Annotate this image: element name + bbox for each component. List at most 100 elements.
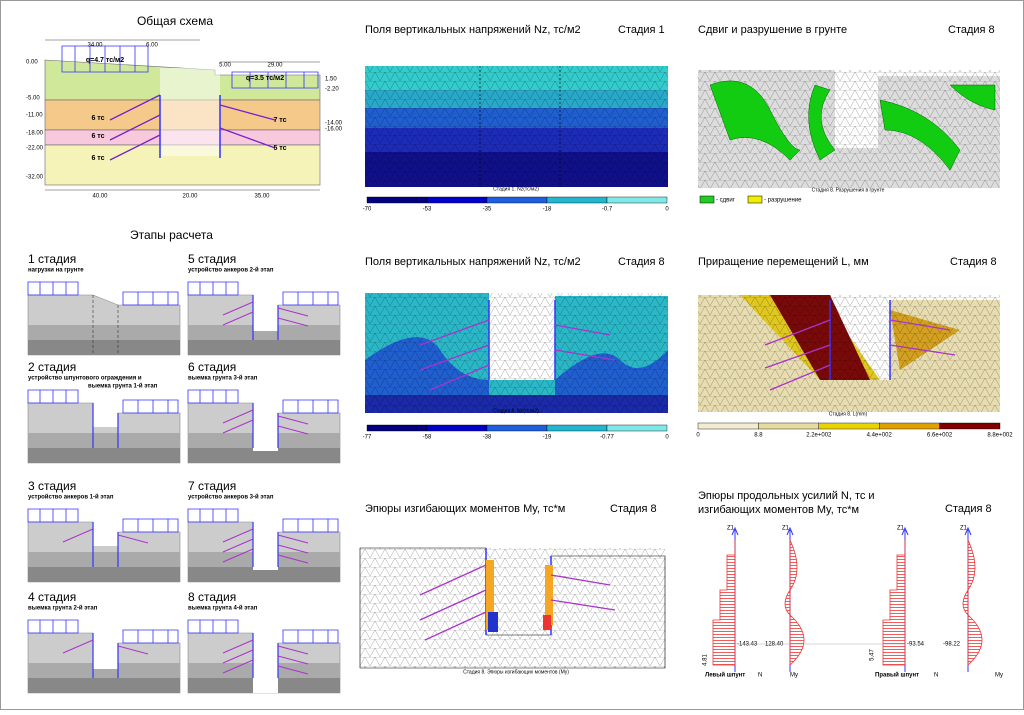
shape	[188, 567, 340, 582]
label: выемка грунта 3-й этап	[188, 375, 258, 382]
shape	[488, 300, 556, 380]
shape	[606, 424, 668, 432]
shape	[419, 564, 616, 641]
shape	[786, 526, 794, 536]
shape	[27, 281, 179, 306]
label: 8.8	[754, 433, 763, 439]
label: 5 тс	[273, 145, 286, 152]
label: 6 стадия	[188, 360, 236, 374]
shape	[253, 295, 278, 331]
label: -53	[423, 207, 432, 213]
shape	[109, 94, 276, 161]
shape	[28, 433, 180, 448]
label: устройство анкеров 1-й этап	[28, 494, 114, 501]
label: 1 стадия	[28, 252, 76, 266]
shape	[764, 319, 956, 391]
label: -5.00	[26, 96, 40, 102]
shape	[479, 66, 561, 187]
label: 6.00	[146, 43, 158, 49]
label: Стадия 1. Nz(тс/м2)	[493, 186, 539, 192]
shape	[829, 300, 891, 380]
label: 29.00	[267, 63, 283, 69]
label: Стадия 8	[948, 24, 995, 36]
label: 4.4e+002	[867, 433, 893, 439]
shape	[426, 196, 488, 204]
label: Эпюры продольных усилий N, тс и	[698, 490, 875, 502]
label: -11.00	[26, 113, 43, 119]
shape	[187, 281, 339, 306]
label: 0	[665, 207, 669, 213]
label: -58	[423, 435, 432, 441]
label: -98.22	[943, 642, 961, 648]
shape	[92, 403, 119, 448]
shape	[486, 196, 548, 204]
shape	[709, 80, 996, 171]
label: 5.47	[870, 649, 876, 661]
label: -19	[543, 435, 552, 441]
label: устройство анкеров 3-й этап	[188, 494, 274, 501]
shape	[698, 295, 1000, 412]
label: 0	[665, 435, 669, 441]
label: -143.43	[737, 642, 758, 648]
shape	[187, 508, 339, 533]
shape	[486, 424, 548, 432]
shape	[28, 340, 180, 355]
label: выемка грунта 2-й этап	[28, 605, 98, 612]
shape	[28, 325, 180, 340]
label: -38	[483, 435, 492, 441]
label: - сдвиг	[716, 198, 736, 204]
shape	[784, 539, 805, 666]
shape	[606, 196, 668, 204]
label: Стадия 8	[618, 256, 665, 268]
label: 2.2e+002	[806, 433, 832, 439]
label: 6.6e+002	[927, 433, 953, 439]
label: Приращение перемещений L, мм	[698, 256, 869, 268]
shape	[188, 340, 340, 355]
shape	[28, 552, 180, 567]
shape	[731, 526, 739, 536]
label: -14.00	[325, 121, 343, 127]
label: Z1	[727, 526, 735, 532]
shape	[61, 45, 149, 73]
shape	[188, 448, 340, 463]
shape	[366, 196, 428, 204]
label: Общая схема	[137, 14, 213, 28]
label: -32.00	[26, 175, 44, 181]
shape	[27, 508, 179, 533]
shape	[222, 649, 309, 665]
label: -35	[483, 207, 492, 213]
shape	[758, 422, 820, 430]
shape	[222, 538, 309, 554]
shape	[818, 422, 880, 430]
label: -2.20	[325, 87, 339, 93]
shape	[939, 422, 1001, 430]
shape	[546, 424, 608, 432]
shape	[28, 567, 180, 582]
shape	[93, 522, 118, 546]
shape	[545, 565, 553, 625]
label: -70	[363, 207, 372, 213]
label: Правый шпунт	[875, 672, 919, 679]
shape	[222, 659, 309, 675]
label: Z1	[960, 526, 968, 532]
shape	[28, 448, 180, 463]
label: 0	[696, 433, 700, 439]
shape	[45, 39, 320, 191]
label: нагрузки на грунте	[28, 268, 84, 274]
shape	[187, 389, 339, 414]
shape	[699, 195, 715, 204]
shape	[901, 526, 909, 536]
label: q=4.7 тс/м2	[86, 57, 124, 64]
label: 40.00	[92, 194, 108, 200]
label: Z1	[782, 526, 790, 532]
label: устройство анкеров 2-й этап	[188, 267, 274, 274]
label: - разрушение	[764, 198, 802, 204]
shape	[366, 424, 428, 432]
shape	[546, 196, 608, 204]
label: My	[790, 673, 798, 679]
label: 3 стадия	[28, 479, 76, 493]
label: -18.00	[26, 131, 44, 137]
label: Стадия 8	[950, 256, 997, 268]
label: Z1	[897, 526, 905, 532]
